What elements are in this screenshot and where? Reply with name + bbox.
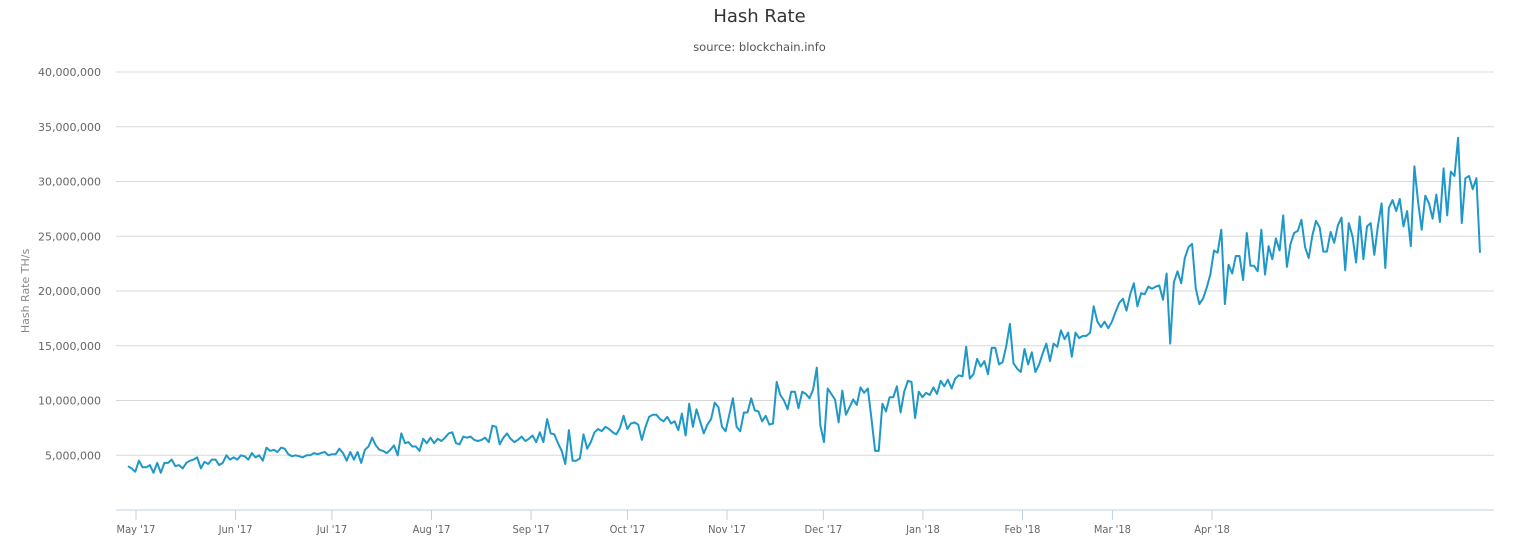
x-tick-label: May '17 [117, 523, 156, 536]
y-tick-label: 10,000,000 [38, 395, 101, 408]
y-tick-label: 40,000,000 [38, 66, 101, 79]
gridlines [116, 71, 1494, 456]
x-tick-label: Apr '18 [1194, 523, 1230, 536]
y-axis-title: Hash Rate TH/s [19, 249, 32, 334]
x-tick-label: Mar '18 [1094, 523, 1131, 536]
y-tick-label: 15,000,000 [38, 340, 101, 353]
y-tick-label: 20,000,000 [38, 285, 101, 298]
x-tick-label: Dec '17 [805, 523, 843, 536]
chart-title: Hash Rate [713, 6, 806, 27]
x-tick-label: Jan '18 [905, 523, 940, 536]
chart-subtitle: source: blockchain.info [693, 40, 826, 54]
x-tick-label: Oct '17 [610, 523, 646, 536]
x-tick-label: Jul '17 [316, 523, 347, 536]
x-tick-label: Nov '17 [708, 523, 746, 536]
y-axis: 5,000,000 10,000,000 15,000,000 20,000,000 2… [38, 66, 101, 462]
y-tick-label: 5,000,000 [45, 449, 101, 462]
y-tick-label: 30,000,000 [38, 176, 101, 189]
y-tick-label: 25,000,000 [38, 230, 101, 243]
x-tick-label: Aug '17 [413, 523, 451, 536]
x-tick-label: Sep '17 [513, 523, 550, 536]
x-axis: May '17 Jun '17 Jul '17 Aug '17 Sep '17 Oct '… [116, 509, 1494, 536]
y-tick-label: 35,000,000 [38, 121, 101, 134]
x-tick-label: Feb '18 [1005, 523, 1041, 536]
hash-rate-line[interactable] [127, 136, 1481, 474]
x-tick-label: Jun '17 [218, 523, 253, 536]
